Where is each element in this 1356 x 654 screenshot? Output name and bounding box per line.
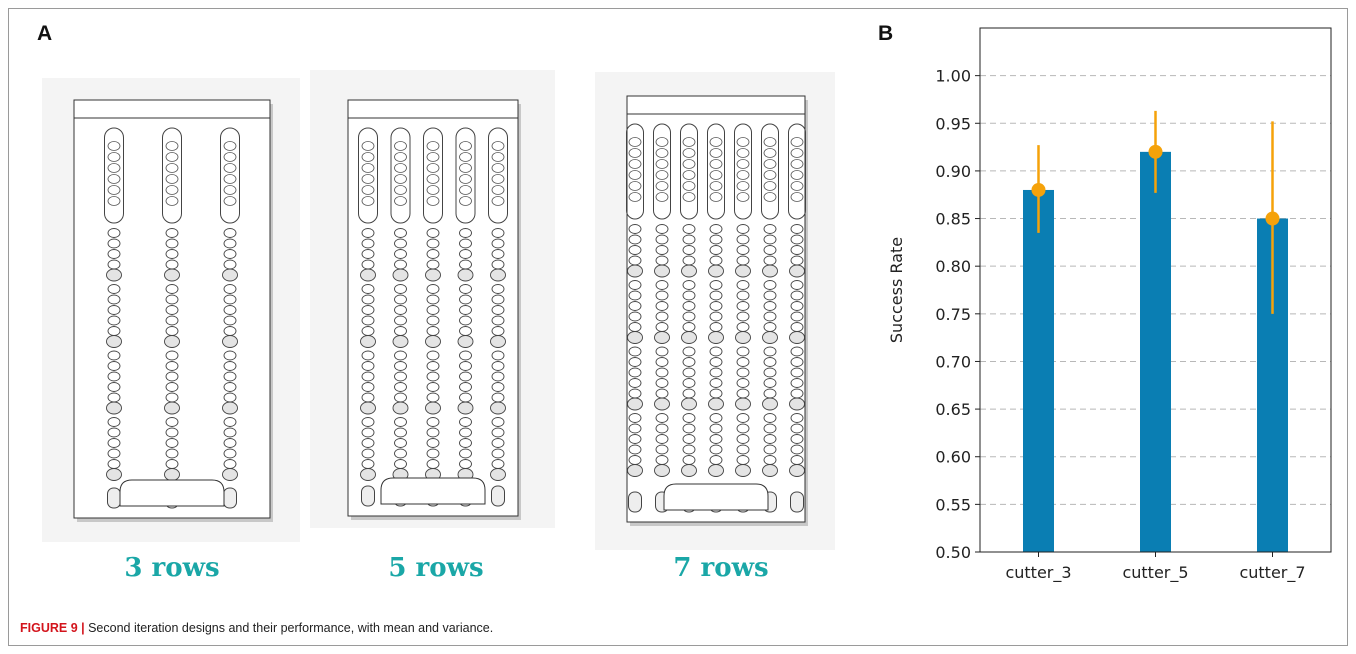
panel-b-label: B	[878, 22, 894, 45]
bar-cutter_3	[1023, 189, 1054, 553]
figure-number: FIGURE 9 |	[20, 621, 85, 635]
y-tick-label: 0.70	[935, 352, 971, 371]
y-tick-label: 0.90	[935, 162, 971, 181]
design-7-rows-image	[595, 72, 835, 550]
design-drawing	[42, 78, 300, 542]
y-tick-label: 1.00	[935, 67, 971, 86]
y-tick-label: 0.55	[935, 495, 971, 514]
design-drawing	[595, 72, 835, 550]
caption-text: Second iteration designs and their perfo…	[84, 621, 494, 635]
y-tick-label: 0.85	[935, 210, 971, 229]
y-tick-label: 0.50	[935, 543, 971, 562]
plot-frame	[979, 27, 1332, 553]
panel-a-label: A	[37, 22, 53, 45]
bar-cutter_5	[1140, 151, 1171, 552]
mean-point-cutter_3	[1031, 182, 1046, 197]
y-axis-label: Success Rate	[887, 237, 906, 343]
design-5-rows-image	[310, 70, 555, 528]
x-tick-label: cutter_3	[1005, 563, 1071, 583]
y-tick-label: 0.80	[935, 257, 971, 276]
figure-caption: FIGURE 9 | Second iteration designs and …	[20, 621, 493, 635]
design-drawing	[310, 70, 555, 528]
x-tick-label: cutter_5	[1122, 563, 1188, 583]
y-tick-label: 0.75	[935, 305, 971, 324]
y-tick-label: 0.65	[935, 400, 971, 419]
success-rate-chart: 0.50 0.55 0.60 0.65 0.70 0.75 0.80 0.85 0.90 0.95…	[876, 20, 1346, 600]
design-3-rows-image	[42, 78, 300, 542]
y-tick-label: 0.60	[935, 448, 971, 467]
design-label-5-rows: 5 rows	[388, 553, 484, 583]
x-tick-label: cutter_7	[1239, 563, 1305, 583]
y-tick-label: 0.95	[935, 114, 971, 133]
mean-point-cutter_7	[1265, 211, 1280, 226]
design-label-7-rows: 7 rows	[673, 553, 769, 583]
design-label-3-rows: 3 rows	[124, 553, 220, 583]
mean-point-cutter_5	[1148, 144, 1163, 159]
